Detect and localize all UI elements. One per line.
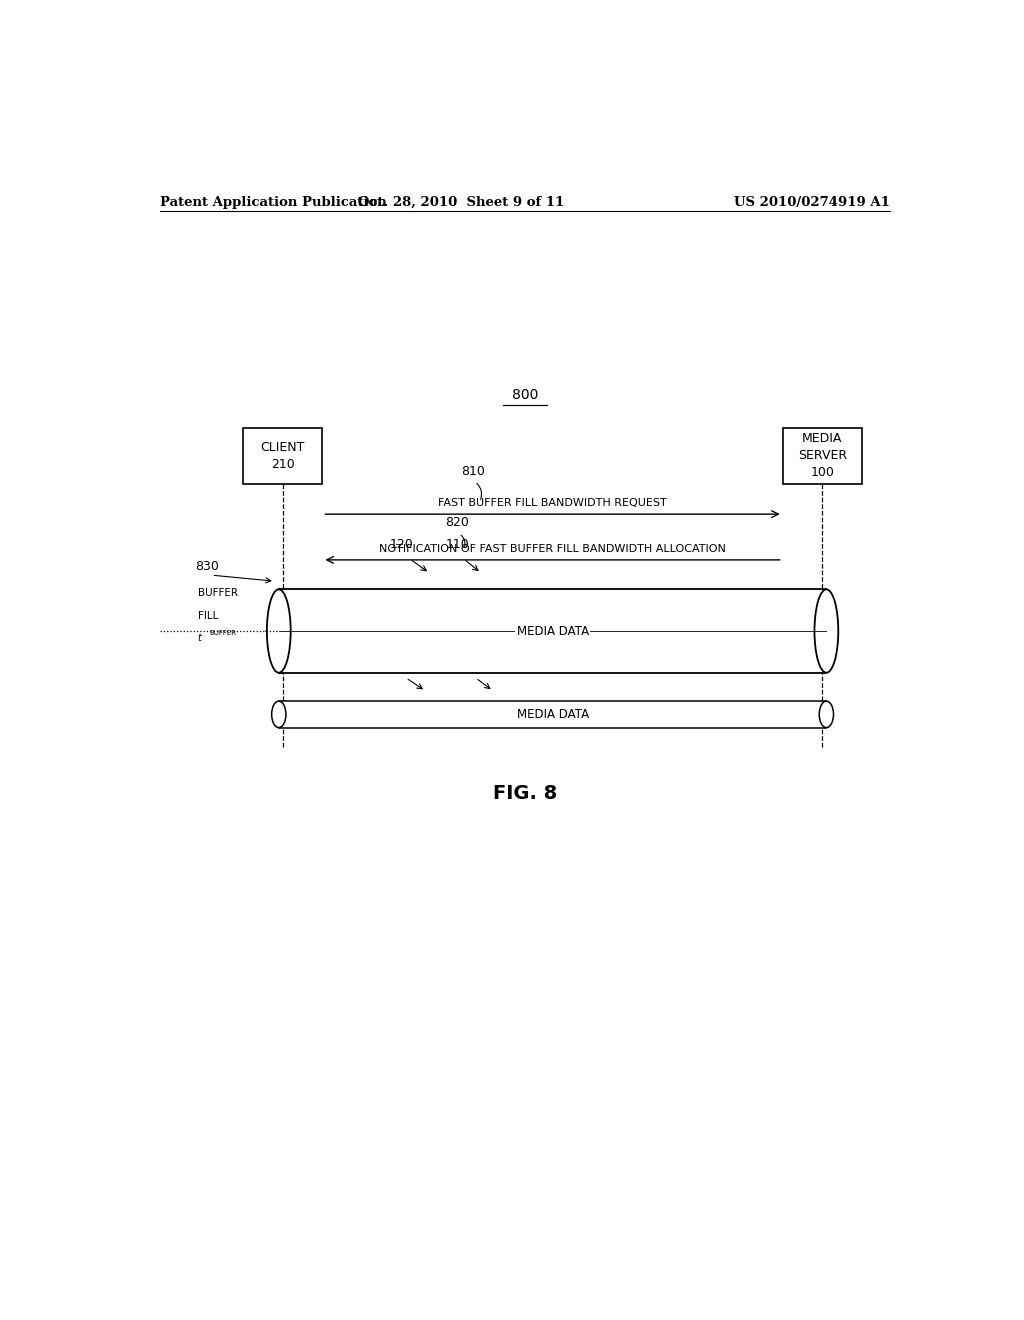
Ellipse shape xyxy=(267,589,291,673)
Text: Oct. 28, 2010  Sheet 9 of 11: Oct. 28, 2010 Sheet 9 of 11 xyxy=(358,195,564,209)
Text: 110: 110 xyxy=(445,537,469,550)
Text: FIG. 8: FIG. 8 xyxy=(493,784,557,803)
Text: 810: 810 xyxy=(461,465,485,478)
Text: t: t xyxy=(198,634,202,643)
FancyBboxPatch shape xyxy=(243,428,323,483)
Text: 120: 120 xyxy=(386,657,410,671)
Text: 120: 120 xyxy=(390,537,414,550)
Text: FILL: FILL xyxy=(198,611,218,620)
Text: MEDIA DATA: MEDIA DATA xyxy=(516,624,589,638)
Ellipse shape xyxy=(271,701,286,727)
Text: Patent Application Publication: Patent Application Publication xyxy=(160,195,386,209)
Text: MEDIA DATA: MEDIA DATA xyxy=(516,708,589,721)
Text: BUFFER: BUFFER xyxy=(198,589,238,598)
Bar xyxy=(279,701,826,727)
Text: 830: 830 xyxy=(196,560,219,573)
FancyBboxPatch shape xyxy=(782,428,862,483)
Ellipse shape xyxy=(819,701,834,727)
Ellipse shape xyxy=(814,589,839,673)
Text: US 2010/0274919 A1: US 2010/0274919 A1 xyxy=(734,195,890,209)
Text: MEDIA
SERVER
100: MEDIA SERVER 100 xyxy=(798,432,847,479)
Text: FAST BUFFER FILL BANDWIDTH REQUEST: FAST BUFFER FILL BANDWIDTH REQUEST xyxy=(438,498,667,508)
Text: NOTIFICATION OF FAST BUFFER FILL BANDWIDTH ALLOCATION: NOTIFICATION OF FAST BUFFER FILL BANDWID… xyxy=(379,544,726,554)
Text: 140: 140 xyxy=(458,657,481,671)
Text: BUFFER: BUFFER xyxy=(209,630,236,636)
Text: 800: 800 xyxy=(512,388,538,403)
Text: 820: 820 xyxy=(445,516,469,529)
Text: CLIENT
210: CLIENT 210 xyxy=(260,441,305,471)
Bar xyxy=(279,589,826,673)
